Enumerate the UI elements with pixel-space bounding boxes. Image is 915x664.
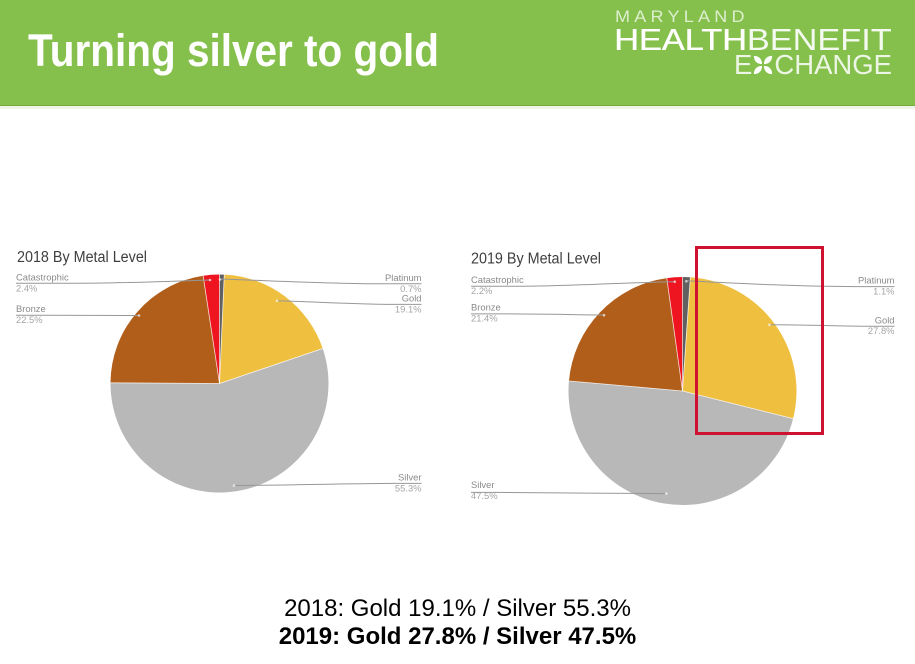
svg-text:Catastrophic: Catastrophic	[16, 272, 69, 283]
svg-text:0.7%: 0.7%	[400, 283, 421, 294]
svg-text:Gold: Gold	[402, 293, 422, 304]
svg-text:22.5%: 22.5%	[16, 314, 43, 325]
svg-text:2018 By Metal Level: 2018 By Metal Level	[17, 249, 147, 266]
svg-text:Silver: Silver	[398, 472, 421, 483]
svg-text:Bronze: Bronze	[16, 303, 46, 314]
svg-text:27.8%: 27.8%	[868, 325, 895, 336]
svg-text:Silver: Silver	[471, 479, 494, 490]
svg-text:1.1%: 1.1%	[873, 286, 894, 297]
svg-text:19.1%: 19.1%	[395, 303, 422, 314]
svg-text:Platinum: Platinum	[858, 275, 895, 286]
svg-text:55.3%: 55.3%	[395, 482, 422, 493]
svg-text:2.4%: 2.4%	[16, 282, 37, 293]
svg-text:Catastrophic: Catastrophic	[471, 274, 524, 285]
svg-text:Bronze: Bronze	[471, 302, 501, 313]
svg-text:Gold: Gold	[875, 314, 895, 325]
svg-text:47.5%: 47.5%	[471, 490, 498, 501]
svg-text:21.4%: 21.4%	[471, 313, 498, 324]
svg-text:2.2%: 2.2%	[471, 285, 492, 296]
svg-text:Platinum: Platinum	[385, 272, 422, 283]
svg-text:2019 By Metal Level: 2019 By Metal Level	[471, 250, 601, 267]
